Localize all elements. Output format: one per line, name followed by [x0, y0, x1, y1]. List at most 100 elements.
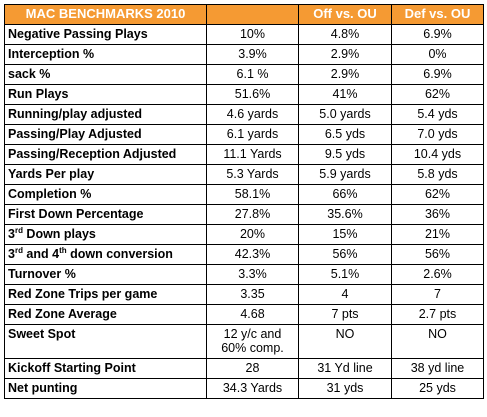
cell-benchmark: 3.3% — [206, 264, 299, 285]
cell-benchmark: 51.6% — [206, 84, 299, 105]
benchmarks-table: MAC BENCHMARKS 2010 Off vs. OU Def vs. O… — [4, 4, 484, 399]
cell-benchmark: 10% — [206, 24, 299, 45]
row-label: Yards Per play — [4, 164, 207, 185]
cell-benchmark: 3.35 — [206, 284, 299, 305]
label-part: and 4 — [22, 247, 60, 261]
cell-def-vs-ou: 2.7 pts — [391, 304, 484, 325]
cell-def-vs-ou: 6.9% — [391, 64, 484, 85]
header-col-off-vs-ou: Off vs. OU — [298, 4, 392, 25]
row-label: Negative Passing Plays — [4, 24, 207, 45]
cell-benchmark: 4.68 — [206, 304, 299, 325]
cell-def-vs-ou: 25 yds — [391, 378, 484, 399]
table-row: Net punting 34.3 Yards 31 yds 25 yds — [4, 378, 484, 399]
table-row: Negative Passing Plays 10% 4.8% 6.9% — [4, 24, 484, 45]
table-row: 3rd Down plays 20% 15% 21% — [4, 224, 484, 245]
cell-off-vs-ou: 41% — [298, 84, 392, 105]
cell-benchmark: 20% — [206, 224, 299, 245]
row-label: 3rd and 4th down conversion — [4, 244, 207, 265]
cell-off-vs-ou: 5.1% — [298, 264, 392, 285]
cell-benchmark: 12 y/c and 60% comp. — [206, 324, 299, 359]
row-label: First Down Percentage — [4, 204, 207, 225]
table-row: Sweet Spot 12 y/c and 60% comp. NO NO — [4, 324, 484, 359]
cell-benchmark: 27.8% — [206, 204, 299, 225]
cell-benchmark: 28 — [206, 358, 299, 379]
cell-off-vs-ou: 31 yds — [298, 378, 392, 399]
cell-off-vs-ou: 56% — [298, 244, 392, 265]
cell-def-vs-ou: 10.4 yds — [391, 144, 484, 165]
cell-off-vs-ou: 31 Yd line — [298, 358, 392, 379]
cell-off-vs-ou: 6.5 yds — [298, 124, 392, 145]
row-label: Run Plays — [4, 84, 207, 105]
table-row: 3rd and 4th down conversion 42.3% 56% 56… — [4, 244, 484, 265]
cell-off-vs-ou: 4 — [298, 284, 392, 305]
cell-benchmark: 4.6 yards — [206, 104, 299, 125]
table-row: Interception % 3.9% 2.9% 0% — [4, 44, 484, 65]
label-superscript: rd — [14, 246, 23, 255]
label-part: 3 — [8, 227, 15, 241]
row-label: Kickoff Starting Point — [4, 358, 207, 379]
cell-def-vs-ou: NO — [391, 324, 484, 359]
cell-benchmark: 34.3 Yards — [206, 378, 299, 399]
row-label: Passing/Play Adjusted — [4, 124, 207, 145]
cell-off-vs-ou: 7 pts — [298, 304, 392, 325]
cell-def-vs-ou: 56% — [391, 244, 484, 265]
table-row: Running/play adjusted 4.6 yards 5.0 yard… — [4, 104, 484, 125]
table-row: Yards Per play 5.3 Yards 5.9 yards 5.8 y… — [4, 164, 484, 185]
cell-off-vs-ou: 15% — [298, 224, 392, 245]
cell-benchmark: 6.1 % — [206, 64, 299, 85]
cell-def-vs-ou: 7 — [391, 284, 484, 305]
cell-benchmark: 42.3% — [206, 244, 299, 265]
row-label: Interception % — [4, 44, 207, 65]
cell-off-vs-ou: 66% — [298, 184, 392, 205]
benchmarks-table-container: MAC BENCHMARKS 2010 Off vs. OU Def vs. O… — [4, 4, 484, 399]
label-part: down conversion — [66, 247, 173, 261]
row-label: Net punting — [4, 378, 207, 399]
cell-def-vs-ou: 62% — [391, 84, 484, 105]
table-row: Red Zone Trips per game 3.35 4 7 — [4, 284, 484, 305]
header-title: MAC BENCHMARKS 2010 — [4, 4, 207, 25]
cell-off-vs-ou: 9.5 yds — [298, 144, 392, 165]
row-label: Turnover % — [4, 264, 207, 285]
header-row: MAC BENCHMARKS 2010 Off vs. OU Def vs. O… — [4, 4, 484, 25]
cell-def-vs-ou: 38 yd line — [391, 358, 484, 379]
cell-off-vs-ou: 5.9 yards — [298, 164, 392, 185]
header-col-def-vs-ou: Def vs. OU — [391, 4, 484, 25]
cell-def-vs-ou: 62% — [391, 184, 484, 205]
row-label: sack % — [4, 64, 207, 85]
cell-def-vs-ou: 21% — [391, 224, 484, 245]
cell-off-vs-ou: 2.9% — [298, 44, 392, 65]
table-row: Kickoff Starting Point 28 31 Yd line 38 … — [4, 358, 484, 379]
cell-benchmark: 5.3 Yards — [206, 164, 299, 185]
header-col-1 — [206, 4, 299, 25]
cell-line: 60% comp. — [221, 341, 284, 355]
cell-benchmark: 11.1 Yards — [206, 144, 299, 165]
label-superscript: rd — [14, 226, 23, 235]
table-row: Run Plays 51.6% 41% 62% — [4, 84, 484, 105]
cell-benchmark: 6.1 yards — [206, 124, 299, 145]
cell-off-vs-ou: 2.9% — [298, 64, 392, 85]
table-row: Passing/Play Adjusted 6.1 yards 6.5 yds … — [4, 124, 484, 145]
cell-off-vs-ou: 35.6% — [298, 204, 392, 225]
cell-def-vs-ou: 7.0 yds — [391, 124, 484, 145]
cell-benchmark: 3.9% — [206, 44, 299, 65]
label-part: Down plays — [22, 227, 96, 241]
table-row: Completion % 58.1% 66% 62% — [4, 184, 484, 205]
cell-def-vs-ou: 6.9% — [391, 24, 484, 45]
row-label: Sweet Spot — [4, 324, 207, 359]
table-row: Red Zone Average 4.68 7 pts 2.7 pts — [4, 304, 484, 325]
cell-def-vs-ou: 2.6% — [391, 264, 484, 285]
table-row: Turnover % 3.3% 5.1% 2.6% — [4, 264, 484, 285]
cell-def-vs-ou: 36% — [391, 204, 484, 225]
row-label: Red Zone Trips per game — [4, 284, 207, 305]
row-label: 3rd Down plays — [4, 224, 207, 245]
cell-def-vs-ou: 5.8 yds — [391, 164, 484, 185]
cell-line: 12 y/c and — [223, 327, 282, 341]
cell-off-vs-ou: 5.0 yards — [298, 104, 392, 125]
cell-def-vs-ou: 0% — [391, 44, 484, 65]
row-label: Completion % — [4, 184, 207, 205]
table-row: sack % 6.1 % 2.9% 6.9% — [4, 64, 484, 85]
row-label: Passing/Reception Adjusted — [4, 144, 207, 165]
row-label: Red Zone Average — [4, 304, 207, 325]
table-row: Passing/Reception Adjusted 11.1 Yards 9.… — [4, 144, 484, 165]
cell-benchmark: 58.1% — [206, 184, 299, 205]
